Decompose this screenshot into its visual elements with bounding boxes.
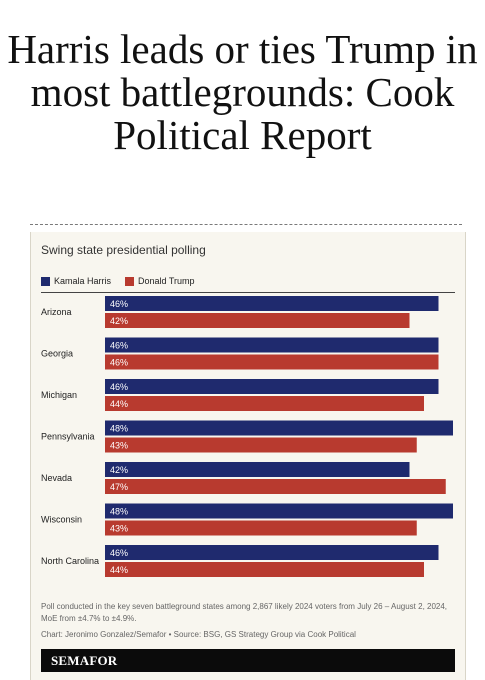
legend-label-harris: Kamala Harris [54,276,112,286]
bar-value-label-harris-1: 46% [110,341,128,351]
category-label-3: Pennsylvania [41,432,95,442]
legend-label-trump: Donald Trump [138,276,195,286]
bar-harris-6 [105,545,439,560]
bar-trump-3 [105,437,417,453]
bar-harris-0 [105,296,439,311]
legend-swatch-harris [41,276,50,286]
category-label-0: Arizona [41,307,72,317]
semafor-logo: SEMAFOR [51,653,118,668]
bar-trump-1 [105,354,439,370]
category-label-4: Nevada [41,473,72,483]
bar-value-label-harris-3: 48% [110,424,128,434]
bar-value-label-harris-5: 48% [110,507,128,517]
headline: Harris leads or ties Trump in most battl… [7,26,478,158]
bar-value-label-trump-1: 46% [110,358,128,368]
category-label-5: Wisconsin [41,515,82,525]
footnote: Poll conducted in the key seven battlegr… [41,602,448,623]
category-label-2: Michigan [41,390,77,400]
legend-item-harris: Kamala Harris [41,276,111,286]
brand-bar: SEMAFOR [41,649,455,672]
bar-trump-5 [105,520,417,536]
bar-chart: Arizona 46% 42% Georgia 46% 46% Michigan 46% 44%… [41,296,453,577]
bar-value-label-harris-4: 42% [110,465,128,475]
bar-value-label-harris-6: 46% [110,548,128,558]
bar-harris-3 [105,420,453,436]
dashed-divider [30,224,462,225]
bar-value-label-trump-0: 42% [110,316,128,326]
bar-value-label-trump-3: 43% [110,441,128,451]
bar-value-label-trump-5: 43% [110,524,128,534]
bar-value-label-trump-4: 47% [110,482,128,492]
bar-trump-6 [105,562,424,577]
legend-item-trump: Donald Trump [125,276,195,286]
bar-value-label-harris-0: 46% [110,299,128,309]
bar-value-label-trump-6: 44% [110,565,128,575]
bar-trump-0 [105,313,410,328]
bar-harris-2 [105,379,439,394]
bar-harris-4 [105,462,410,477]
bar-harris-1 [105,337,439,353]
category-label-1: Georgia [41,349,73,359]
legend: Kamala Harris Donald Trump [41,275,209,287]
chart-title: Swing state presidential polling [41,243,206,257]
category-label-6: North Carolina [41,556,99,566]
bar-value-label-trump-2: 44% [110,399,128,409]
legend-rule [41,292,455,293]
bar-trump-2 [105,396,424,411]
legend-swatch-trump [125,276,135,286]
bar-trump-4 [105,479,446,494]
bar-value-label-harris-2: 46% [110,382,128,392]
chart-card: Swing state presidential polling Kamala … [30,232,466,680]
chart-credit: Chart: Jeronimo Gonzalez/Semafor • Sourc… [41,630,356,639]
bar-harris-5 [105,503,453,519]
